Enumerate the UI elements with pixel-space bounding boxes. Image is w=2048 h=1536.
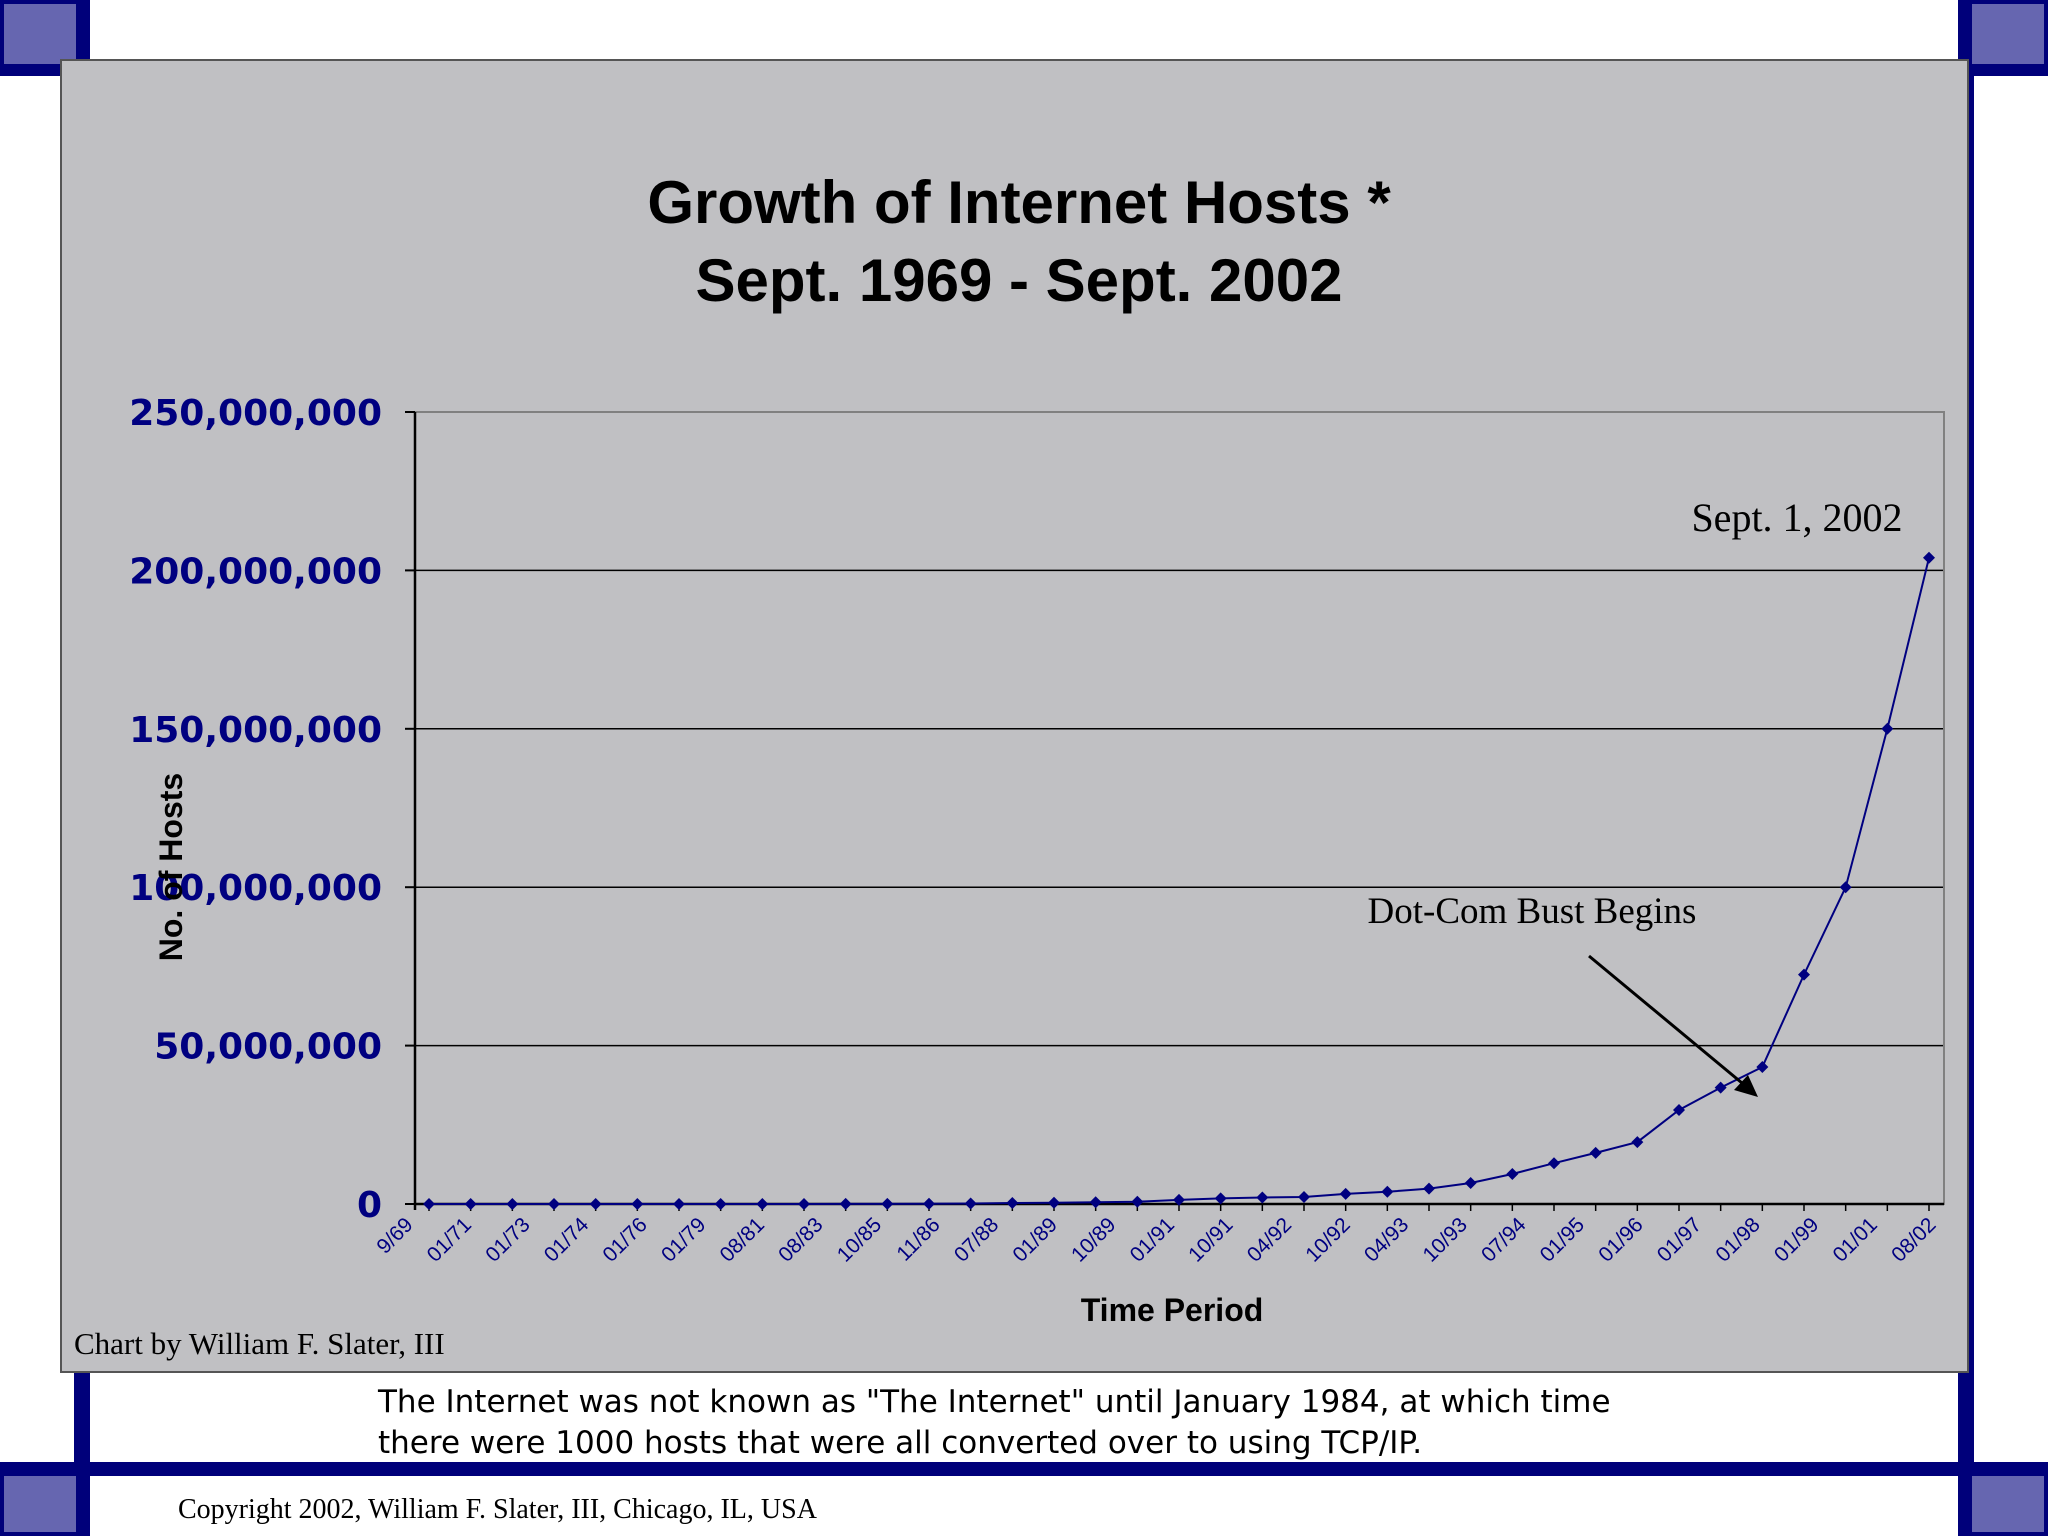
y-tick-label: 250,000,000 [129, 393, 382, 434]
x-tick-label: 10/93 [1418, 1213, 1471, 1266]
data-point [506, 1197, 519, 1210]
footnote-line-2: there were 1000 hosts that were all conv… [378, 1425, 1423, 1461]
data-point [1423, 1182, 1435, 1195]
data-point [464, 1198, 477, 1210]
data-point [1631, 1136, 1644, 1149]
series-line [429, 557, 1930, 1205]
y-tick-label: 50,000,000 [154, 1027, 382, 1068]
footnote-line-1: The Internet was not known as "The Inter… [378, 1384, 1611, 1420]
data-point [1589, 1146, 1602, 1159]
data-point [1298, 1190, 1310, 1203]
x-tick-label: 08/83 [774, 1213, 827, 1266]
footnote: The Internet was not known as "The Inter… [378, 1382, 1678, 1464]
data-point [1173, 1193, 1185, 1206]
x-tick-label: 11/86 [892, 1213, 944, 1265]
data-point [756, 1197, 769, 1210]
x-tick-label: 01/71 [423, 1213, 476, 1266]
data-point [1048, 1196, 1060, 1209]
x-tick-label: 10/85 [833, 1213, 886, 1266]
copyright-notice: Copyright 2002, William F. Slater, III, … [178, 1494, 817, 1525]
data-point [1798, 968, 1810, 981]
data-point [1714, 1081, 1727, 1094]
series-host-count [423, 551, 1935, 1210]
chart-title-line-2: Sept. 1969 - Sept. 2002 [696, 247, 1343, 314]
x-tick-label: 10/92 [1301, 1213, 1354, 1266]
data-point [1339, 1187, 1352, 1200]
x-tick-label: 01/76 [598, 1213, 651, 1266]
y-tick-label: 100,000,000 [129, 868, 382, 909]
data-point [631, 1197, 644, 1210]
data-point [1506, 1167, 1519, 1180]
y-tick-label: 200,000,000 [129, 551, 382, 592]
x-tick-label: 01/95 [1536, 1213, 1589, 1266]
y-tick-label: 0 [357, 1185, 382, 1226]
data-point [1548, 1157, 1560, 1170]
data-point [1381, 1185, 1394, 1198]
x-axis-title: Time Period [1081, 1292, 1264, 1328]
data-point [673, 1197, 685, 1210]
y-tick-labels: 0 50,000,000 100,000,000 150,000,000 200,000… [129, 393, 382, 1226]
x-tick-labels: 9/69 01/71 01/73 01/74 01/76 01/79 08/81 08/83 1… [372, 1213, 1940, 1267]
x-tick-label: 10/89 [1067, 1213, 1120, 1266]
chart-svg: Growth of Internet Hosts * Sept. 1969 - … [74, 169, 1945, 1361]
x-tick-label: 01/97 [1653, 1213, 1706, 1266]
data-point [1131, 1195, 1144, 1208]
x-tick-label: 10/91 [1184, 1213, 1237, 1266]
data-point [798, 1197, 810, 1210]
data-point [1006, 1197, 1019, 1210]
x-tick-label: 01/98 [1711, 1213, 1764, 1266]
chart-credit: Chart by William F. Slater, III [74, 1326, 445, 1361]
x-tick-label: 01/01 [1829, 1213, 1882, 1266]
chart-panel: Growth of Internet Hosts * Sept. 1969 - … [60, 59, 1969, 1373]
x-tick-label: 08/81 [716, 1213, 769, 1266]
annotation-dot-com-bust: Dot-Com Bust Begins [1368, 891, 1697, 932]
x-tick-label: 01/74 [540, 1213, 594, 1267]
x-tick-label: 01/91 [1126, 1213, 1179, 1266]
x-tick-label: 01/89 [1008, 1213, 1061, 1266]
data-point [1256, 1191, 1269, 1204]
data-point [423, 1198, 435, 1210]
data-point [1214, 1192, 1227, 1205]
corner-square-top-right [1968, 0, 2048, 68]
data-point [714, 1197, 727, 1210]
annotation-sept-2002: Sept. 1, 2002 [1691, 495, 1902, 540]
chart-title-line-1: Growth of Internet Hosts * [647, 169, 1391, 236]
data-point [1839, 881, 1852, 894]
data-point [839, 1197, 852, 1210]
x-tick-label: 07/94 [1477, 1213, 1531, 1267]
grid-lines [415, 569, 1944, 1047]
data-point [589, 1197, 602, 1210]
data-point [1464, 1176, 1477, 1189]
data-point [1673, 1104, 1685, 1117]
x-tick-label: 07/88 [950, 1213, 1003, 1266]
x-tick-label: 01/96 [1594, 1213, 1647, 1266]
data-point [1881, 722, 1894, 735]
x-tick-label: 01/99 [1770, 1213, 1823, 1266]
data-point [1923, 551, 1935, 564]
corner-square-bottom-right [1968, 1472, 2048, 1536]
x-tick-label: 04/92 [1243, 1213, 1296, 1266]
corner-square-bottom-left [0, 1472, 80, 1536]
data-point [1089, 1196, 1102, 1209]
x-tick-label: 08/02 [1887, 1213, 1940, 1266]
annotation-arrow [1588, 954, 1758, 1097]
x-tick-label: 04/93 [1360, 1213, 1413, 1266]
y-tick-label: 150,000,000 [129, 710, 382, 751]
data-point [881, 1197, 894, 1210]
frame-bottom-bar [0, 1462, 2048, 1476]
x-tick-label: 01/79 [657, 1213, 710, 1266]
y-axis-title: No. of Hosts [153, 773, 189, 961]
x-tick-label: 01/73 [481, 1213, 534, 1266]
data-point [1756, 1061, 1769, 1074]
data-point [548, 1197, 560, 1210]
corner-square-top-left [0, 0, 80, 68]
data-point [923, 1197, 935, 1210]
data-point [964, 1197, 977, 1210]
